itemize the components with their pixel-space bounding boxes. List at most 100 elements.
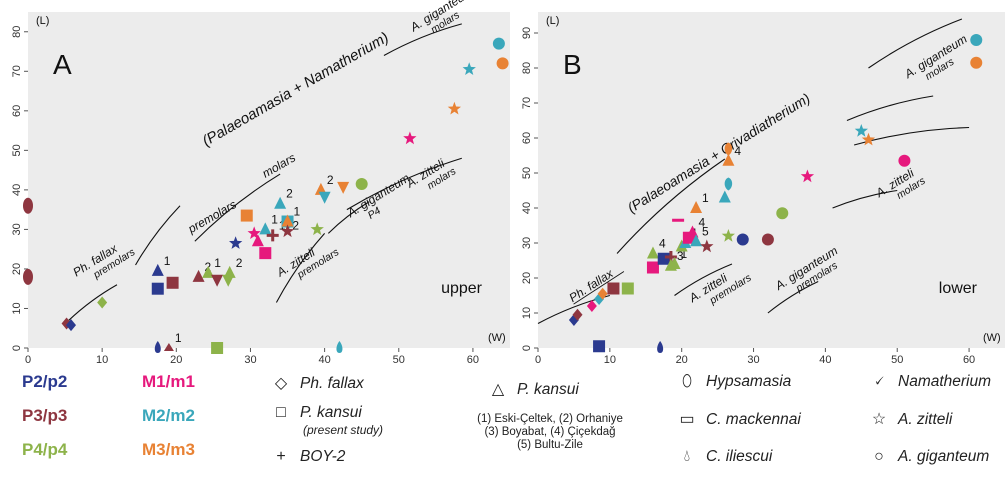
y-axis-label: (L) bbox=[36, 15, 49, 27]
data-point-dash bbox=[672, 218, 685, 222]
data-point-v-shape bbox=[211, 274, 224, 287]
legend-hypsamasia: ⬯ Hypsamasia bbox=[678, 373, 791, 391]
star-icon: ☆ bbox=[871, 411, 887, 428]
data-point-square bbox=[593, 340, 606, 353]
data-point-label: 3 bbox=[677, 249, 684, 263]
data-point-triangle bbox=[192, 269, 205, 282]
v-shape-icon: 🗸︎ bbox=[873, 373, 885, 390]
data-point-label: 2 bbox=[236, 256, 243, 270]
x-tick-label: 50 bbox=[393, 354, 405, 366]
legend-locality-2: (3) Boyabat, (4) Çiçekdağ bbox=[484, 426, 616, 438]
group-divider-line bbox=[275, 232, 326, 303]
data-point-star bbox=[462, 62, 476, 75]
x-tick-label: 60 bbox=[467, 354, 479, 366]
y-tick-label: 10 bbox=[11, 302, 23, 314]
y-tick-label: 10 bbox=[521, 307, 533, 319]
data-point-star bbox=[854, 124, 868, 137]
drop-icon: 💧︎ bbox=[683, 448, 691, 465]
data-point-circle bbox=[492, 37, 505, 50]
y-tick-label: 80 bbox=[11, 26, 23, 38]
y-tick-label: 70 bbox=[521, 97, 533, 109]
data-point-diamond bbox=[572, 308, 583, 321]
data-point-star bbox=[310, 222, 324, 236]
legend-c-mackennai-label: C. mackennai bbox=[706, 411, 801, 428]
data-point-triangle bbox=[668, 257, 681, 269]
data-point-cross bbox=[266, 229, 279, 242]
group-divider-line bbox=[674, 263, 733, 296]
y-tick-label: 50 bbox=[521, 167, 533, 179]
legend-a-giganteum-label: A. giganteum bbox=[898, 448, 990, 465]
x-tick-label: 20 bbox=[676, 354, 688, 366]
data-point-star bbox=[447, 101, 461, 115]
data-point-circle bbox=[776, 207, 789, 220]
data-point-triangle bbox=[259, 222, 272, 235]
data-point-triangle bbox=[251, 234, 264, 247]
x-axis-label: (W) bbox=[983, 332, 1001, 344]
legend-color-m3: M3/m3 bbox=[142, 440, 195, 460]
bar-icon: ▭ bbox=[679, 411, 695, 428]
annotation-underline bbox=[573, 271, 625, 305]
x-tick-label: 30 bbox=[244, 354, 256, 366]
legend-boy2-label: BOY-2 bbox=[300, 448, 346, 465]
legend-p-kansui-square: □ P. kansui bbox=[272, 404, 362, 422]
x-tick-label: 50 bbox=[891, 354, 903, 366]
data-point-triangle bbox=[274, 196, 287, 209]
legend-locality-3: (5) Bultu-Zile bbox=[517, 439, 583, 451]
data-point-star bbox=[800, 169, 815, 183]
y-tick-label: 80 bbox=[521, 62, 533, 74]
data-point-square bbox=[607, 282, 620, 295]
y-tick-label: 60 bbox=[521, 132, 533, 144]
group-divider-line bbox=[767, 281, 819, 314]
legend-namatherium-label: Namatherium bbox=[898, 373, 992, 390]
data-point-label: 1 bbox=[702, 191, 709, 205]
legend-color-p4: P4/p4 bbox=[22, 440, 67, 460]
data-point-diamond bbox=[66, 319, 77, 332]
data-point-label: 5 bbox=[702, 224, 709, 238]
data-point-label: 4 bbox=[734, 144, 741, 158]
data-point-drop bbox=[657, 341, 664, 353]
data-point-ellipse bbox=[23, 197, 33, 214]
y-tick-label: 40 bbox=[11, 184, 23, 196]
data-point-label: 1 bbox=[294, 205, 301, 219]
y-tick-label: 40 bbox=[521, 202, 533, 214]
data-point-triangle bbox=[646, 246, 659, 259]
x-tick-label: 30 bbox=[747, 354, 759, 366]
data-point-star bbox=[721, 229, 735, 242]
x-axis-label: (W) bbox=[488, 332, 506, 344]
legend-hypsamasia-label: Hypsamasia bbox=[706, 373, 792, 390]
legend-color-p2: P2/p2 bbox=[22, 372, 67, 392]
legend-p-kansui-square-label: P. kansui bbox=[300, 404, 362, 421]
circle-icon: ○ bbox=[874, 448, 884, 465]
data-point-star bbox=[280, 224, 295, 238]
group-divider-line bbox=[68, 284, 118, 321]
legend-color-m3-label: M3/m3 bbox=[142, 440, 195, 459]
data-point-star bbox=[247, 226, 261, 239]
y-axis-label: (L) bbox=[546, 15, 559, 27]
y-tick-label: 0 bbox=[11, 345, 23, 351]
legend-c-iliescui-label: C. iliescui bbox=[706, 448, 773, 465]
annotation-subtitle: P4 bbox=[366, 205, 383, 222]
data-point-star bbox=[700, 239, 714, 253]
data-point-label: 1 bbox=[164, 254, 171, 268]
data-point-label: 4 bbox=[698, 216, 705, 230]
legend-p-kansui-sub: (present study) bbox=[303, 423, 383, 437]
y-tick-label: 30 bbox=[521, 237, 533, 249]
group-divider-line bbox=[846, 95, 934, 122]
square-icon: □ bbox=[276, 404, 286, 421]
data-point-drop bbox=[724, 142, 733, 156]
group-divider-line bbox=[194, 173, 281, 242]
y-tick-label: 90 bbox=[521, 27, 533, 39]
group-divider-line bbox=[327, 201, 370, 234]
legend-color-p3-label: P3/p3 bbox=[22, 406, 68, 425]
panel-b-lower: 0 10 20 30 40 50 60 0 10 20 30 40 50 60 70 80 90 (L) (W) Bl… bbox=[521, 12, 1005, 366]
legend-c-iliescui: 💧︎ C. iliescui bbox=[678, 448, 773, 466]
data-point-v-shape bbox=[318, 191, 331, 204]
data-point-square bbox=[151, 282, 164, 295]
legend-ph-fallax-label: Ph. fallax bbox=[300, 375, 364, 392]
triangle-icon: △ bbox=[491, 381, 505, 398]
legend-color-p3: P3/p3 bbox=[22, 406, 67, 426]
legend-p-kansui-triangle: △ P. kansui bbox=[489, 379, 579, 399]
data-point-label: 1 bbox=[271, 212, 278, 226]
data-point-triangle bbox=[686, 225, 699, 238]
